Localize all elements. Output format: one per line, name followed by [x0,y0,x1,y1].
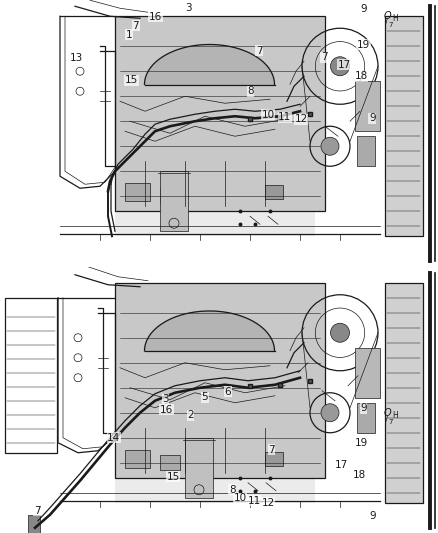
Bar [125,450,150,468]
Text: O: O [383,408,391,418]
Text: 9: 9 [360,4,367,14]
Bar [357,136,375,166]
Text: 9: 9 [360,403,367,413]
Bar [5,298,57,453]
Text: 11: 11 [278,112,291,122]
Text: 5: 5 [201,392,208,402]
Text: 7: 7 [268,445,275,455]
Text: 18: 18 [355,71,368,81]
Text: 18: 18 [353,470,366,480]
Text: 12: 12 [295,115,308,124]
Text: /: / [385,415,388,424]
Text: H: H [392,14,398,23]
Bar [355,348,380,398]
Bar [355,81,380,131]
Text: 12: 12 [261,498,275,508]
Bar [115,282,325,478]
Polygon shape [145,45,275,85]
Bar [28,515,40,533]
Bar [185,438,213,498]
Text: 11: 11 [247,496,261,506]
Text: 15: 15 [166,472,180,482]
Text: 15: 15 [125,75,138,85]
FancyBboxPatch shape [115,282,315,503]
Text: 7: 7 [321,52,328,62]
Polygon shape [145,311,275,351]
Bar [265,452,283,466]
Bar [385,16,423,236]
Text: H: H [392,411,398,420]
Text: 7: 7 [388,419,393,425]
Circle shape [321,138,339,155]
Text: 7: 7 [388,22,393,28]
Text: 7: 7 [132,20,139,30]
Text: 2: 2 [187,410,194,420]
Bar [357,403,375,433]
Text: 17: 17 [335,460,348,470]
Text: 9: 9 [369,114,376,123]
Bar [385,282,423,503]
Text: 1: 1 [126,30,133,40]
Text: 10: 10 [261,110,275,119]
Text: 16: 16 [160,405,173,415]
Text: O: O [383,11,391,21]
Bar [115,16,325,211]
Circle shape [331,323,350,342]
Text: 7: 7 [256,46,263,56]
Text: 14: 14 [107,432,120,442]
Text: 17: 17 [338,60,351,70]
Text: 19: 19 [357,40,370,50]
Text: 16: 16 [149,12,162,22]
Bar [125,183,150,201]
Text: 8: 8 [229,484,236,495]
Text: 7: 7 [34,506,41,516]
Bar [265,185,283,199]
Text: 3: 3 [162,394,169,404]
Text: /: / [385,18,388,27]
Text: 19: 19 [355,438,368,448]
Text: 8: 8 [247,86,254,96]
Text: 10: 10 [233,493,247,503]
Bar [160,171,188,231]
Bar [160,455,180,470]
Bar [160,188,180,203]
Text: 3: 3 [185,3,192,13]
FancyBboxPatch shape [115,16,315,236]
Text: 9: 9 [369,511,376,521]
Text: 13: 13 [70,53,83,63]
Circle shape [321,404,339,422]
Circle shape [331,56,350,76]
Text: 6: 6 [224,387,231,397]
